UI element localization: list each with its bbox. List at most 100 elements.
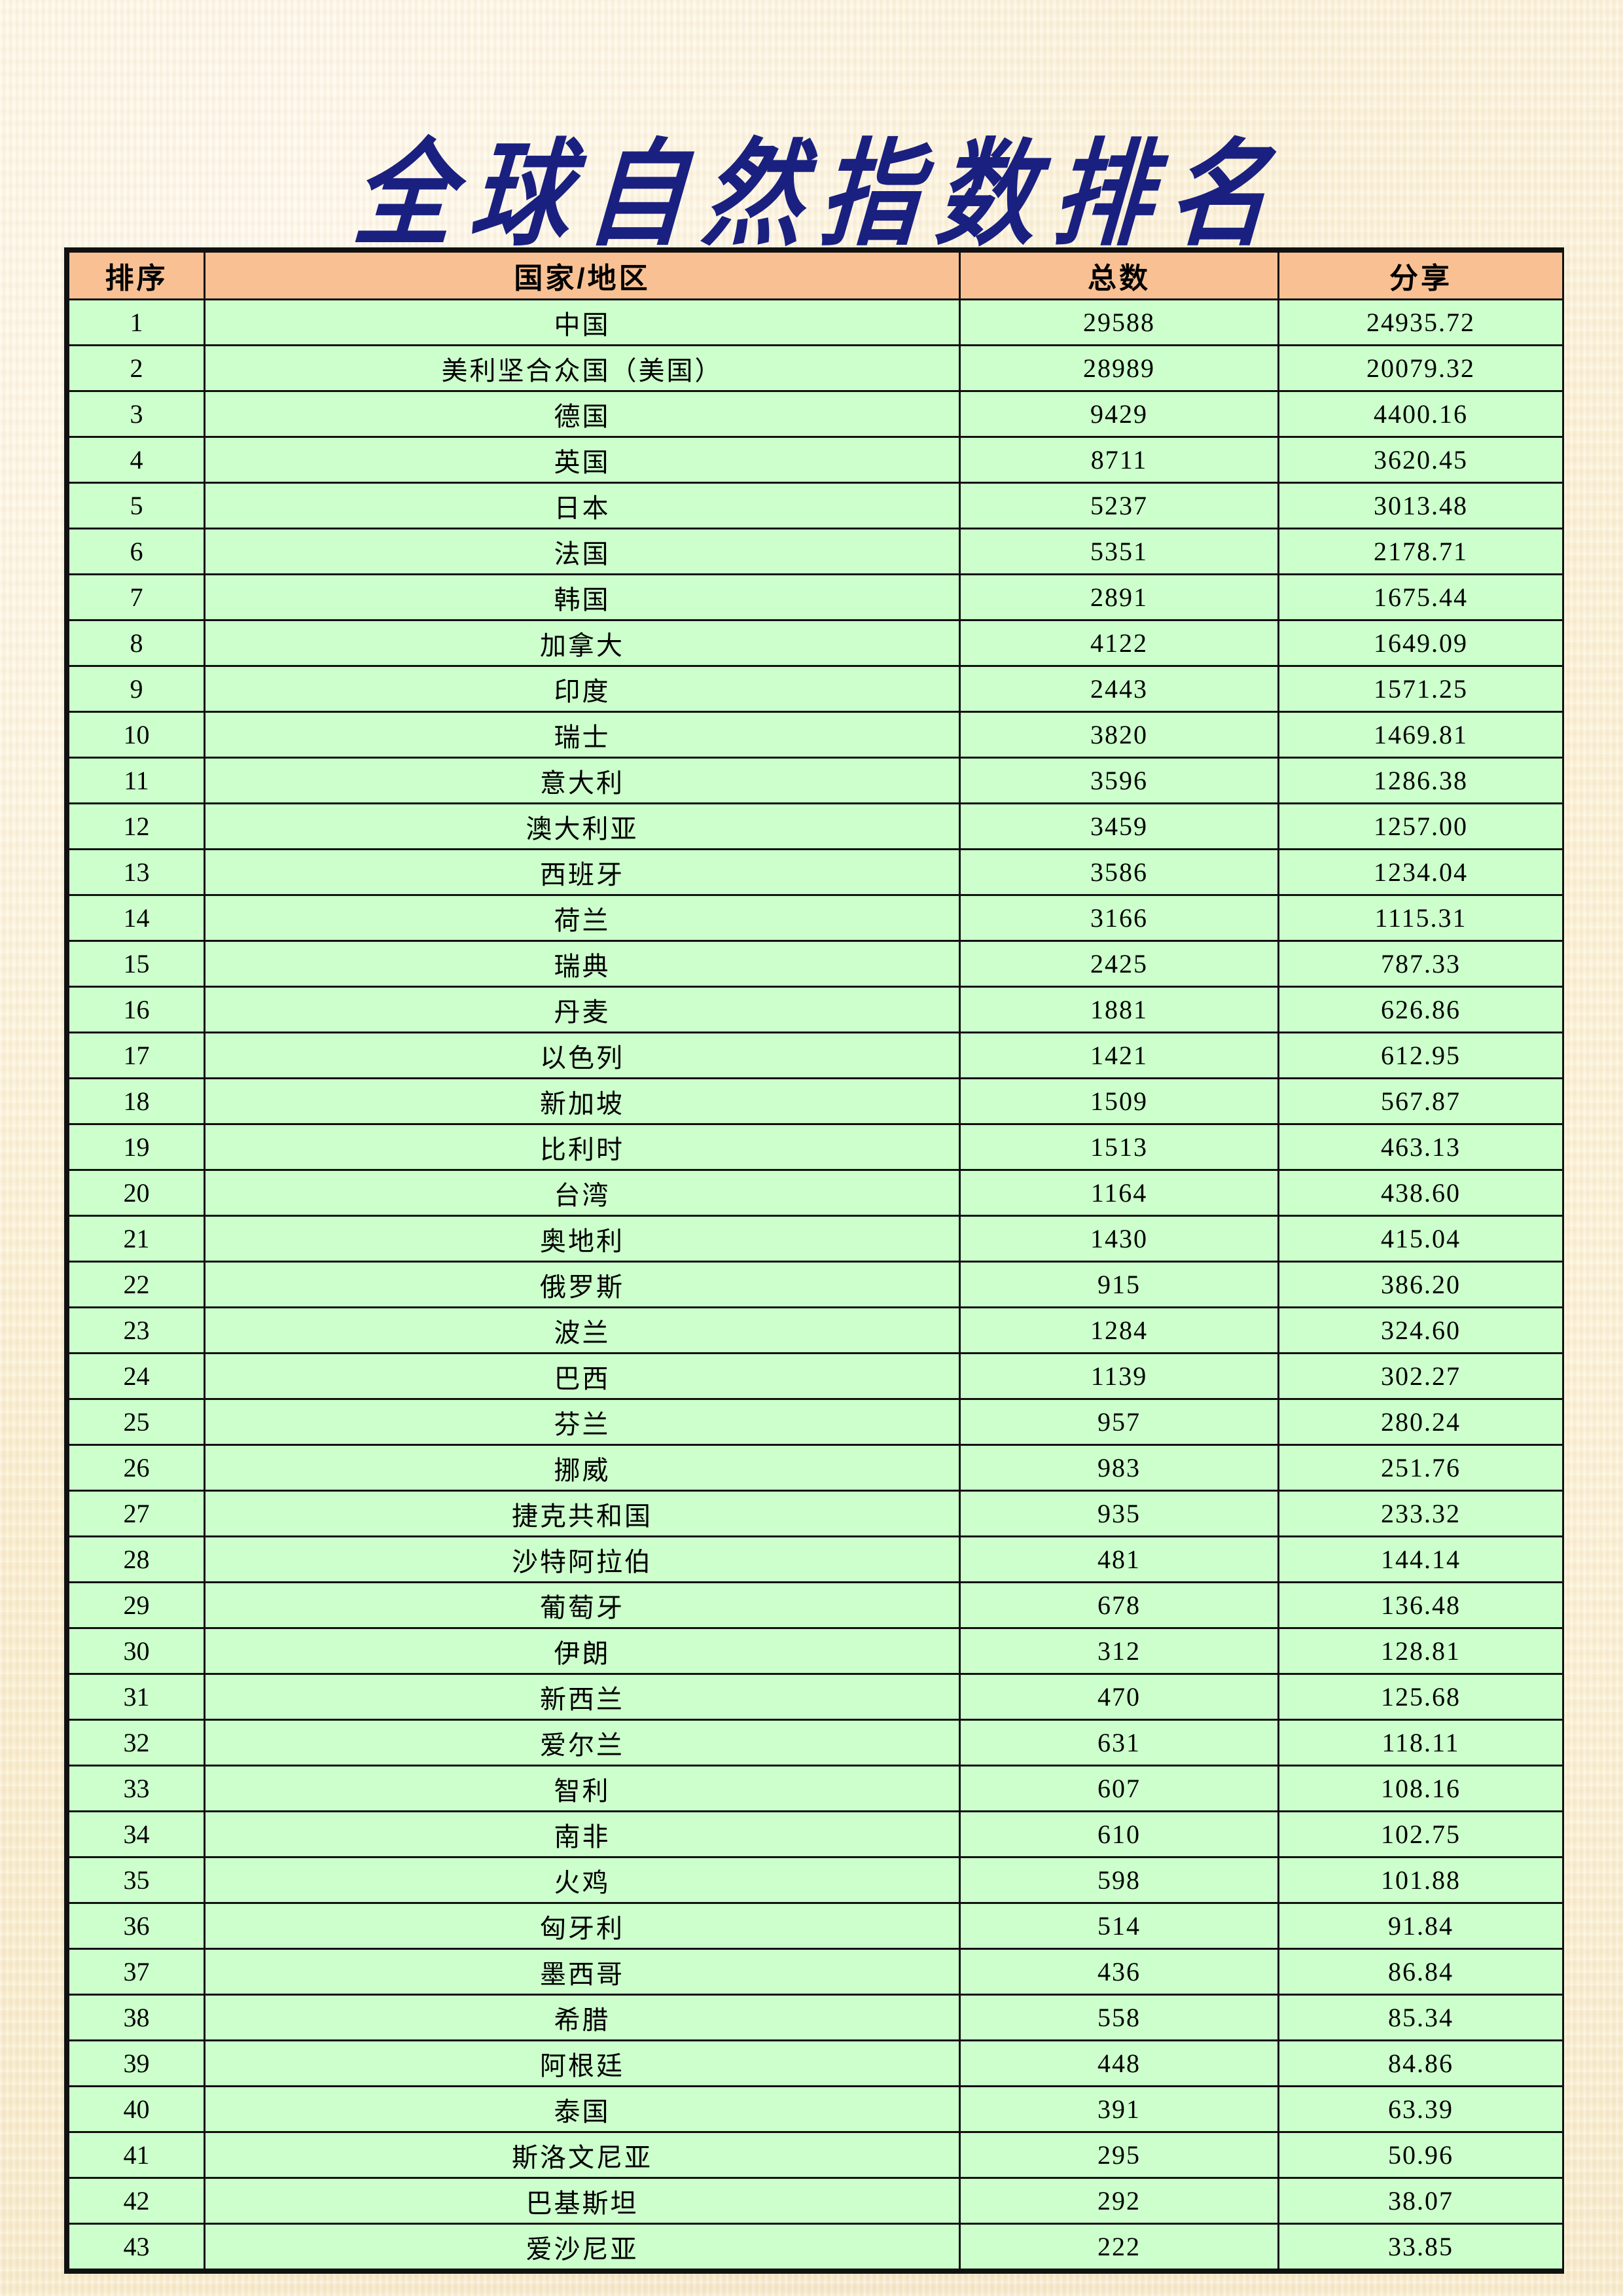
table-row[interactable]: 14 荷兰 3166 1115.31 <box>67 894 1564 942</box>
cell-rank: 16 <box>67 986 205 1033</box>
cell-rank: 41 <box>67 2131 205 2179</box>
table-row[interactable]: 21 奥地利 1430 415.04 <box>67 1215 1564 1263</box>
table-row[interactable]: 8 加拿大 4122 1649.09 <box>67 619 1564 667</box>
cell-total: 915 <box>959 1261 1279 1308</box>
table-row[interactable]: 25 芬兰 957 280.24 <box>67 1398 1564 1446</box>
table-body: 1 中国 29588 24935.72 2 美利坚合众国（美国） 28989 20079.32… <box>67 298 1564 2270</box>
cell-total: 1430 <box>959 1215 1279 1263</box>
cell-share: 2178.71 <box>1277 528 1564 575</box>
table-row[interactable]: 4 英国 8711 3620.45 <box>67 436 1564 484</box>
table-row[interactable]: 28 沙特阿拉伯 481 144.14 <box>67 1535 1564 1583</box>
column-header-share[interactable]: 分享 <box>1277 251 1564 300</box>
cell-total: 481 <box>959 1535 1279 1583</box>
table-row[interactable]: 9 印度 2443 1571.25 <box>67 665 1564 713</box>
table-row[interactable]: 43 爱沙尼亚 222 33.85 <box>67 2223 1564 2270</box>
table-row[interactable]: 6 法国 5351 2178.71 <box>67 528 1564 575</box>
cell-total: 558 <box>959 1994 1279 2041</box>
cell-country-name: 瑞典 <box>204 940 961 988</box>
cell-country-name: 葡萄牙 <box>204 1581 961 1629</box>
cell-share: 1286.38 <box>1277 757 1564 804</box>
table-row[interactable]: 38 希腊 558 85.34 <box>67 1994 1564 2041</box>
table-row[interactable]: 16 丹麦 1881 626.86 <box>67 986 1564 1033</box>
table-row[interactable]: 7 韩国 2891 1675.44 <box>67 573 1564 621</box>
cell-total: 3166 <box>959 894 1279 942</box>
cell-share: 386.20 <box>1277 1261 1564 1308</box>
cell-rank: 30 <box>67 1627 205 1675</box>
cell-country-name: 芬兰 <box>204 1398 961 1446</box>
table-row[interactable]: 19 比利时 1513 463.13 <box>67 1123 1564 1171</box>
cell-total: 448 <box>959 2039 1279 2087</box>
table-row[interactable]: 18 新加坡 1509 567.87 <box>67 1077 1564 1125</box>
table-row[interactable]: 2 美利坚合众国（美国） 28989 20079.32 <box>67 344 1564 392</box>
table-row[interactable]: 24 巴西 1139 302.27 <box>67 1352 1564 1400</box>
cell-total: 1284 <box>959 1306 1279 1354</box>
cell-total: 295 <box>959 2131 1279 2179</box>
cell-total: 1421 <box>959 1031 1279 1079</box>
table-row[interactable]: 36 匈牙利 514 91.84 <box>67 1902 1564 1950</box>
cell-country-name: 南非 <box>204 1810 961 1858</box>
cell-rank: 28 <box>67 1535 205 1583</box>
table-row[interactable]: 3 德国 9429 4400.16 <box>67 390 1564 438</box>
cell-rank: 7 <box>67 573 205 621</box>
cell-country-name: 希腊 <box>204 1994 961 2041</box>
table-row[interactable]: 33 智利 607 108.16 <box>67 1765 1564 1812</box>
cell-share: 24935.72 <box>1277 298 1564 346</box>
table-row[interactable]: 17 以色列 1421 612.95 <box>67 1031 1564 1079</box>
table-row[interactable]: 29 葡萄牙 678 136.48 <box>67 1581 1564 1629</box>
cell-total: 28989 <box>959 344 1279 392</box>
cell-rank: 26 <box>67 1444 205 1492</box>
column-header-country[interactable]: 国家/地区 <box>204 251 961 300</box>
table-row[interactable]: 41 斯洛文尼亚 295 50.96 <box>67 2131 1564 2179</box>
table-row[interactable]: 12 澳大利亚 3459 1257.00 <box>67 802 1564 850</box>
cell-share: 1469.81 <box>1277 711 1564 759</box>
table-row[interactable]: 1 中国 29588 24935.72 <box>67 298 1564 346</box>
table-row[interactable]: 27 捷克共和国 935 233.32 <box>67 1490 1564 1537</box>
table-row[interactable]: 31 新西兰 470 125.68 <box>67 1673 1564 1721</box>
cell-country-name: 台湾 <box>204 1169 961 1217</box>
cell-share: 787.33 <box>1277 940 1564 988</box>
cell-country-name: 丹麦 <box>204 986 961 1033</box>
column-header-rank[interactable]: 排序 <box>67 251 205 300</box>
table-row[interactable]: 26 挪威 983 251.76 <box>67 1444 1564 1492</box>
table-row[interactable]: 40 泰国 391 63.39 <box>67 2085 1564 2133</box>
cell-rank: 43 <box>67 2223 205 2270</box>
cell-share: 108.16 <box>1277 1765 1564 1812</box>
cell-total: 9429 <box>959 390 1279 438</box>
cell-country-name: 法国 <box>204 528 961 575</box>
table-row[interactable]: 11 意大利 3596 1286.38 <box>67 757 1564 804</box>
cell-rank: 35 <box>67 1856 205 1904</box>
cell-country-name: 爱尔兰 <box>204 1719 961 1767</box>
column-header-total[interactable]: 总数 <box>959 251 1279 300</box>
cell-rank: 1 <box>67 298 205 346</box>
table-row[interactable]: 30 伊朗 312 128.81 <box>67 1627 1564 1675</box>
cell-rank: 18 <box>67 1077 205 1125</box>
table-row[interactable]: 13 西班牙 3586 1234.04 <box>67 848 1564 896</box>
cell-country-name: 印度 <box>204 665 961 713</box>
cell-country-name: 新西兰 <box>204 1673 961 1721</box>
cell-rank: 8 <box>67 619 205 667</box>
table-row[interactable]: 42 巴基斯坦 292 38.07 <box>67 2177 1564 2225</box>
table-row[interactable]: 15 瑞典 2425 787.33 <box>67 940 1564 988</box>
cell-share: 33.85 <box>1277 2223 1564 2270</box>
cell-country-name: 巴西 <box>204 1352 961 1400</box>
table-row[interactable]: 37 墨西哥 436 86.84 <box>67 1948 1564 1996</box>
table-row[interactable]: 34 南非 610 102.75 <box>67 1810 1564 1858</box>
cell-rank: 25 <box>67 1398 205 1446</box>
table-row[interactable]: 23 波兰 1284 324.60 <box>67 1306 1564 1354</box>
cell-total: 1139 <box>959 1352 1279 1400</box>
table-row[interactable]: 22 俄罗斯 915 386.20 <box>67 1261 1564 1308</box>
table-row[interactable]: 32 爱尔兰 631 118.11 <box>67 1719 1564 1767</box>
table-row[interactable]: 5 日本 5237 3013.48 <box>67 482 1564 529</box>
cell-share: 1234.04 <box>1277 848 1564 896</box>
table-row[interactable]: 35 火鸡 598 101.88 <box>67 1856 1564 1904</box>
cell-country-name: 韩国 <box>204 573 961 621</box>
cell-rank: 13 <box>67 848 205 896</box>
table-header-row: 排序 国家/地区 总数 分享 <box>67 251 1564 300</box>
table-row[interactable]: 10 瑞士 3820 1469.81 <box>67 711 1564 759</box>
cell-share: 1115.31 <box>1277 894 1564 942</box>
table-row[interactable]: 39 阿根廷 448 84.86 <box>67 2039 1564 2087</box>
cell-share: 3013.48 <box>1277 482 1564 529</box>
table-row[interactable]: 20 台湾 1164 438.60 <box>67 1169 1564 1217</box>
cell-country-name: 波兰 <box>204 1306 961 1354</box>
cell-total: 5237 <box>959 482 1279 529</box>
